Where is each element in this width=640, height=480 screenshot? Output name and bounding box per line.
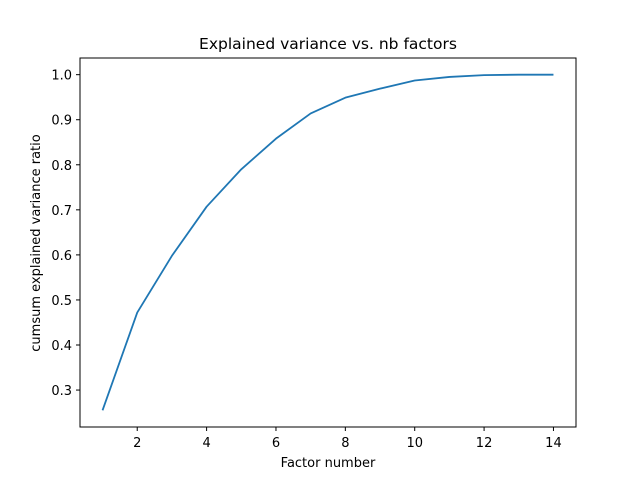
x-tick-label: 8 (341, 436, 349, 451)
series-line (101, 73, 554, 411)
x-axis-label: Factor number (281, 456, 376, 471)
y-tick-label: 0.6 (51, 249, 72, 264)
x-tick-label: 14 (545, 436, 562, 451)
y-tick-label: 0.3 (51, 384, 72, 399)
y-tick-label: 0.7 (51, 204, 72, 219)
y-tick-label: 0.8 (51, 159, 72, 174)
x-tick-label: 10 (406, 436, 423, 451)
y-tick-label: 0.9 (51, 114, 72, 129)
plot-frame (79, 57, 577, 428)
chart-title: Explained variance vs. nb factors (199, 35, 457, 53)
y-axis-ticks: 0.3 0.4 0.5 0.6 0.7 0.8 0.9 1.0 (51, 69, 80, 399)
y-tick-label: 0.4 (51, 339, 72, 354)
x-axis-ticks: 2 4 6 8 10 12 14 (133, 427, 562, 451)
x-tick-label: 12 (476, 436, 493, 451)
x-tick-label: 2 (133, 436, 141, 451)
y-tick-label: 0.5 (51, 294, 72, 309)
y-tick-label: 1.0 (51, 69, 72, 84)
series-layer (101, 73, 554, 411)
y-axis-label: cumsum explained variance ratio (29, 134, 44, 352)
x-tick-label: 6 (272, 436, 280, 451)
x-tick-label: 4 (202, 436, 210, 451)
